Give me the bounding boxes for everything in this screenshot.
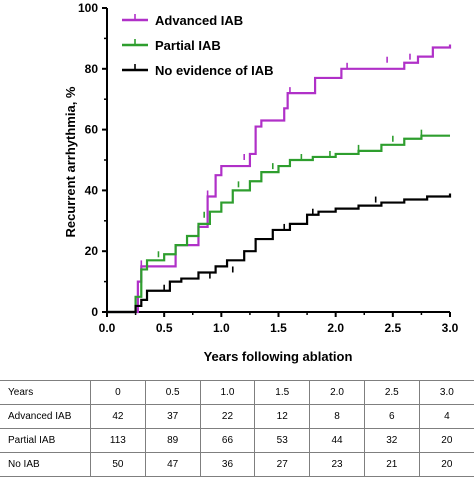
km-curve-2 (107, 193, 452, 314)
risk-header-cell: 2.0 (309, 380, 365, 405)
risk-row-label: Partial IAB (0, 428, 91, 453)
risk-cell: 20 (418, 428, 474, 453)
y-tick-label: 40 (85, 183, 99, 197)
risk-header-cell: 2.5 (363, 380, 420, 405)
risk-header-cell: 1.5 (254, 380, 310, 405)
km-chart: 0.0 0.5 1.0 1.5 2.0 2.5 3.0 0 20 40 60 80 100 Advanc… (63, 1, 459, 364)
risk-table-header-row: Years 0 0.5 1.0 1.5 2.0 2.5 3.0 (0, 380, 474, 405)
risk-cell: 50 (90, 452, 146, 477)
y-tick-label: 20 (85, 244, 99, 258)
y-axis-title: Recurrent arrhythmia, % (63, 86, 78, 237)
risk-header-cell: Years (0, 380, 91, 405)
risk-cell: 8 (309, 404, 365, 429)
risk-header-cell: 0 (90, 380, 146, 405)
x-tick-label: 2.5 (384, 321, 401, 335)
y-tick-label: 80 (85, 62, 99, 76)
x-tick-label: 0.5 (156, 321, 173, 335)
risk-cell: 21 (363, 452, 420, 477)
x-tick-label: 1.5 (270, 321, 287, 335)
risk-table-row-advanced: Advanced IAB 42 37 22 12 8 6 4 (0, 404, 474, 429)
legend-label: Advanced IAB (155, 13, 243, 28)
y-tick-label: 0 (91, 305, 98, 319)
x-tick-label: 0.0 (99, 321, 116, 335)
risk-cell: 113 (90, 428, 146, 453)
legend-label: Partial IAB (155, 38, 221, 53)
y-tick-label: 100 (78, 1, 98, 15)
risk-cell: 23 (309, 452, 365, 477)
risk-cell: 47 (144, 452, 201, 477)
x-tick-label: 3.0 (442, 321, 459, 335)
risk-header-cell: 3.0 (418, 380, 474, 405)
risk-table: Years 0 0.5 1.0 1.5 2.0 2.5 3.0 Advanced… (0, 380, 474, 477)
axes: 0.0 0.5 1.0 1.5 2.0 2.5 3.0 0 20 40 60 80 100 (78, 1, 459, 335)
x-tick-label: 1.0 (213, 321, 230, 335)
x-tick-label: 2.0 (327, 321, 344, 335)
km-curve-1 (107, 134, 450, 314)
curves (107, 44, 452, 314)
legend: Advanced IAB Partial IAB No evidence of IA… (122, 13, 273, 78)
risk-table-row-no-iab: No IAB 50 47 36 27 23 21 20 (0, 452, 474, 477)
risk-cell: 66 (199, 428, 255, 453)
x-axis-title: Years following ablation (204, 349, 353, 364)
risk-header-cell: 0.5 (144, 380, 201, 405)
risk-cell: 12 (254, 404, 310, 429)
risk-cell: 53 (254, 428, 310, 453)
risk-row-label: Advanced IAB (0, 404, 91, 429)
risk-row-label: No IAB (0, 452, 91, 477)
risk-cell: 20 (418, 452, 474, 477)
risk-cell: 32 (363, 428, 420, 453)
risk-cell: 37 (144, 404, 201, 429)
risk-cell: 4 (418, 404, 474, 429)
risk-cell: 27 (254, 452, 310, 477)
km-curve-0 (107, 44, 452, 314)
risk-cell: 44 (309, 428, 365, 453)
risk-table-row-partial: Partial IAB 113 89 66 53 44 32 20 (0, 428, 474, 453)
risk-cell: 22 (199, 404, 255, 429)
risk-header-cell: 1.0 (199, 380, 255, 405)
y-tick-label: 60 (85, 123, 99, 137)
legend-label: No evidence of IAB (155, 63, 273, 78)
risk-cell: 36 (199, 452, 255, 477)
risk-cell: 89 (144, 428, 201, 453)
risk-cell: 6 (363, 404, 420, 429)
risk-cell: 42 (90, 404, 146, 429)
